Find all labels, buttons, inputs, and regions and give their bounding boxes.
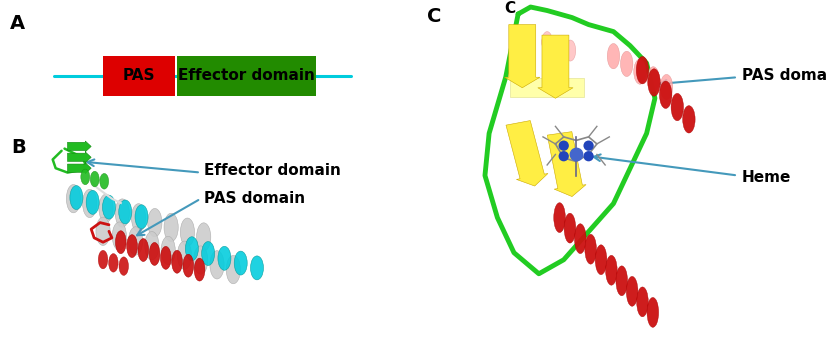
Ellipse shape bbox=[250, 256, 263, 280]
Ellipse shape bbox=[128, 227, 142, 255]
Ellipse shape bbox=[565, 40, 575, 61]
Text: PAS domain: PAS domain bbox=[204, 191, 305, 206]
Ellipse shape bbox=[147, 208, 161, 237]
Ellipse shape bbox=[103, 195, 115, 219]
Ellipse shape bbox=[112, 222, 126, 250]
Point bbox=[569, 152, 582, 157]
Ellipse shape bbox=[99, 173, 108, 189]
Text: Effector domain: Effector domain bbox=[204, 163, 340, 178]
FancyArrow shape bbox=[67, 163, 91, 174]
Ellipse shape bbox=[66, 185, 80, 213]
Ellipse shape bbox=[553, 203, 565, 233]
Ellipse shape bbox=[99, 194, 113, 223]
Ellipse shape bbox=[99, 250, 108, 269]
Ellipse shape bbox=[209, 251, 224, 279]
FancyArrow shape bbox=[509, 78, 584, 97]
Ellipse shape bbox=[619, 51, 633, 77]
Ellipse shape bbox=[671, 93, 682, 121]
Ellipse shape bbox=[615, 266, 627, 296]
Text: B: B bbox=[12, 138, 26, 157]
Ellipse shape bbox=[604, 256, 616, 285]
FancyArrow shape bbox=[505, 120, 547, 186]
Ellipse shape bbox=[83, 189, 97, 218]
Ellipse shape bbox=[194, 258, 205, 281]
Ellipse shape bbox=[201, 241, 214, 265]
Ellipse shape bbox=[181, 218, 195, 246]
Ellipse shape bbox=[90, 171, 99, 187]
Ellipse shape bbox=[636, 287, 647, 317]
Ellipse shape bbox=[177, 241, 191, 270]
Ellipse shape bbox=[226, 256, 240, 284]
Ellipse shape bbox=[96, 217, 110, 245]
Ellipse shape bbox=[127, 235, 137, 258]
Ellipse shape bbox=[70, 186, 83, 210]
Ellipse shape bbox=[183, 254, 194, 277]
Ellipse shape bbox=[161, 246, 171, 269]
Ellipse shape bbox=[218, 246, 231, 270]
Ellipse shape bbox=[115, 199, 129, 227]
Ellipse shape bbox=[541, 32, 551, 53]
Ellipse shape bbox=[233, 251, 247, 275]
Point bbox=[581, 153, 595, 159]
Ellipse shape bbox=[137, 239, 148, 261]
Ellipse shape bbox=[171, 250, 182, 273]
Ellipse shape bbox=[647, 69, 659, 96]
Text: A: A bbox=[10, 14, 26, 33]
Ellipse shape bbox=[553, 36, 564, 57]
Ellipse shape bbox=[196, 223, 210, 251]
Point bbox=[556, 143, 570, 148]
Ellipse shape bbox=[595, 245, 606, 275]
Text: Effector domain: Effector domain bbox=[178, 68, 315, 84]
Ellipse shape bbox=[194, 246, 208, 274]
Ellipse shape bbox=[80, 169, 89, 185]
Ellipse shape bbox=[135, 205, 148, 229]
Ellipse shape bbox=[161, 236, 175, 265]
Text: C: C bbox=[426, 7, 440, 26]
FancyArrow shape bbox=[537, 35, 572, 98]
Ellipse shape bbox=[636, 57, 647, 84]
FancyArrow shape bbox=[546, 132, 585, 197]
Text: PAS domain: PAS domain bbox=[741, 68, 828, 83]
Ellipse shape bbox=[606, 44, 619, 69]
Point bbox=[581, 143, 595, 148]
Ellipse shape bbox=[647, 67, 659, 92]
Ellipse shape bbox=[659, 74, 672, 100]
Ellipse shape bbox=[118, 200, 132, 224]
Ellipse shape bbox=[185, 237, 198, 261]
Ellipse shape bbox=[164, 213, 178, 241]
Text: Heme: Heme bbox=[741, 170, 791, 185]
Ellipse shape bbox=[145, 232, 159, 260]
Ellipse shape bbox=[149, 243, 160, 265]
Text: PAS: PAS bbox=[123, 68, 155, 84]
Ellipse shape bbox=[633, 59, 645, 84]
Ellipse shape bbox=[574, 224, 585, 253]
Point bbox=[556, 153, 570, 159]
FancyArrow shape bbox=[504, 25, 539, 88]
Ellipse shape bbox=[563, 213, 575, 243]
Ellipse shape bbox=[682, 106, 694, 133]
Text: C: C bbox=[503, 1, 515, 16]
Ellipse shape bbox=[86, 190, 99, 214]
FancyBboxPatch shape bbox=[177, 56, 315, 96]
Ellipse shape bbox=[659, 81, 671, 108]
FancyArrow shape bbox=[67, 141, 91, 152]
FancyArrow shape bbox=[67, 152, 91, 163]
FancyBboxPatch shape bbox=[103, 56, 175, 96]
Ellipse shape bbox=[626, 277, 638, 306]
Ellipse shape bbox=[646, 297, 658, 327]
Ellipse shape bbox=[585, 234, 595, 264]
Ellipse shape bbox=[119, 257, 128, 276]
Ellipse shape bbox=[108, 254, 118, 272]
Ellipse shape bbox=[132, 204, 146, 232]
Ellipse shape bbox=[115, 231, 126, 254]
